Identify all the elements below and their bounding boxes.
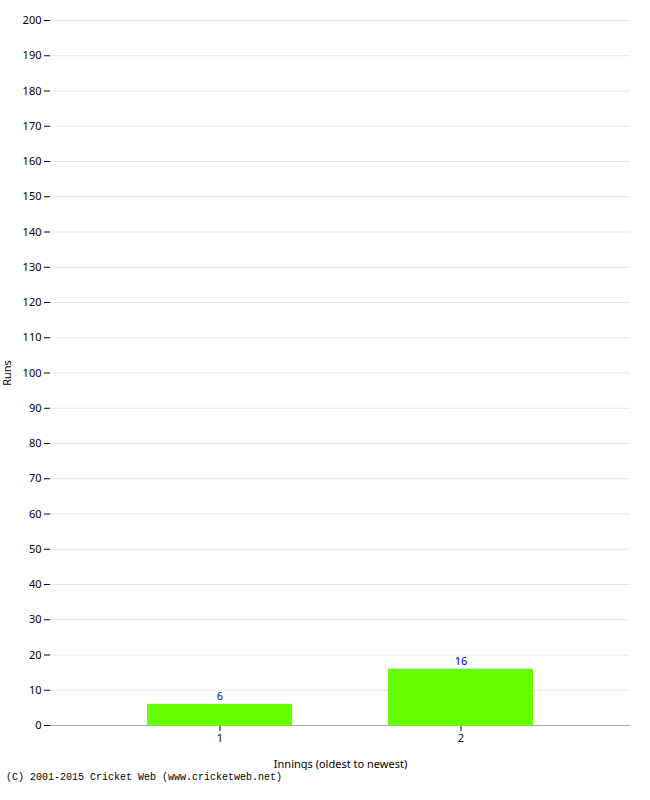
svg-text:60: 60 — [29, 506, 42, 521]
svg-text:Runs: Runs — [0, 360, 14, 386]
svg-text:6: 6 — [217, 688, 223, 703]
svg-text:20: 20 — [29, 647, 42, 662]
svg-text:50: 50 — [29, 541, 42, 556]
svg-text:140: 140 — [23, 224, 42, 239]
svg-text:150: 150 — [23, 188, 42, 203]
svg-text:170: 170 — [23, 118, 42, 133]
svg-text:0: 0 — [35, 717, 41, 732]
html-text:(C) 2001-2015 Cricket Web (www: (C) 2001-2015 Cricket Web (www.cricketwe… — [6, 772, 282, 783]
svg-text:80: 80 — [29, 435, 42, 450]
svg-text:180: 180 — [23, 83, 42, 98]
svg-text:160: 160 — [23, 153, 42, 168]
svg-text:120: 120 — [23, 294, 42, 309]
svg-text:10: 10 — [29, 682, 42, 697]
svg-text:2: 2 — [458, 730, 464, 745]
svg-text:40: 40 — [29, 576, 42, 591]
svg-text:30: 30 — [29, 611, 42, 626]
svg-text:110: 110 — [23, 329, 42, 344]
svg-text:90: 90 — [29, 400, 42, 415]
svg-text:16: 16 — [455, 653, 468, 668]
svg-text:70: 70 — [29, 470, 42, 485]
svg-text:Innings (oldest to newest): Innings (oldest to newest) — [274, 756, 407, 771]
svg-text:100: 100 — [23, 365, 42, 380]
svg-text:1: 1 — [217, 730, 223, 745]
svg-text:190: 190 — [23, 47, 42, 62]
svg-text:130: 130 — [23, 259, 42, 274]
svg-text:200: 200 — [23, 12, 42, 27]
